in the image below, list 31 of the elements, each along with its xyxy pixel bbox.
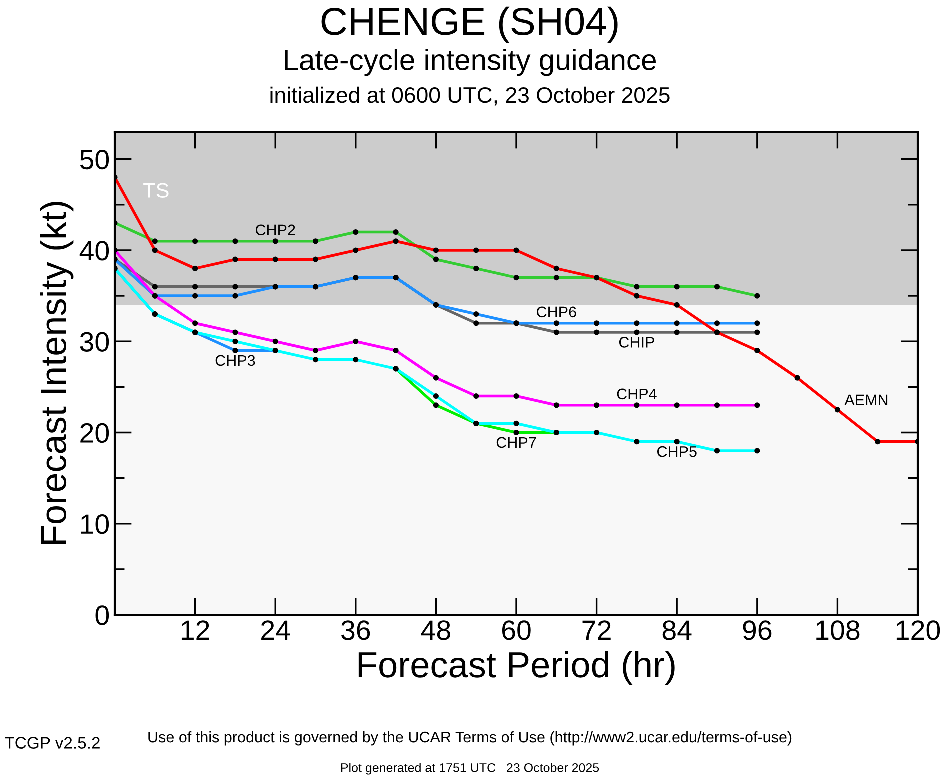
y-tick-label: 20 <box>80 423 110 444</box>
y-tick-label: 0 <box>96 606 110 626</box>
text: TCGP v2.5.2 <box>5 737 100 749</box>
y-tick-label: 50 <box>80 150 110 170</box>
x-tick-label: 84 <box>662 620 692 640</box>
text: Use of this product is governed by the UCAR Terms of Use (http://www2.ucar.edu/terms-of-use) <box>148 731 792 746</box>
x-tick-label: 12 <box>182 620 210 640</box>
y-tick-label: 40 <box>80 241 110 261</box>
x-tick-label: 108 <box>816 620 860 640</box>
y-tick-label: 30 <box>80 332 110 352</box>
x-tick-label: 96 <box>743 620 772 640</box>
series-label: AEMN <box>844 394 888 406</box>
chart-title: CHENGE (SH04) <box>322 6 618 44</box>
chart-subtitle: Late-cycle intensity guidance initialized at 0600 UTC, 23 October 2025 <box>270 49 670 106</box>
x-tick-label: 60 <box>502 620 531 640</box>
x-tick-label: 24 <box>262 620 290 640</box>
x-tick-label: 120 <box>896 620 940 640</box>
y-axis-title: Forecast Intensity (kt) <box>40 202 74 544</box>
series-label: CHP5 <box>658 446 697 458</box>
series-label: CHP3 <box>216 355 256 366</box>
x-tick-label: 48 <box>421 620 450 640</box>
series-label: CHP2 <box>256 224 296 236</box>
x-tick-label: 72 <box>582 620 611 640</box>
series-label: CHP7 <box>496 437 536 448</box>
x-tick-label: 36 <box>342 620 370 640</box>
series-label: CHP6 <box>537 306 576 318</box>
series-label: CHIP <box>619 337 654 348</box>
y-tick-label: 10 <box>81 514 110 534</box>
text: Plot generated at 1751 UTC 23 October 2025 <box>341 763 600 775</box>
series-label: CHP4 <box>617 388 657 400</box>
x-axis-title: Forecast Period (hr) <box>358 651 675 685</box>
